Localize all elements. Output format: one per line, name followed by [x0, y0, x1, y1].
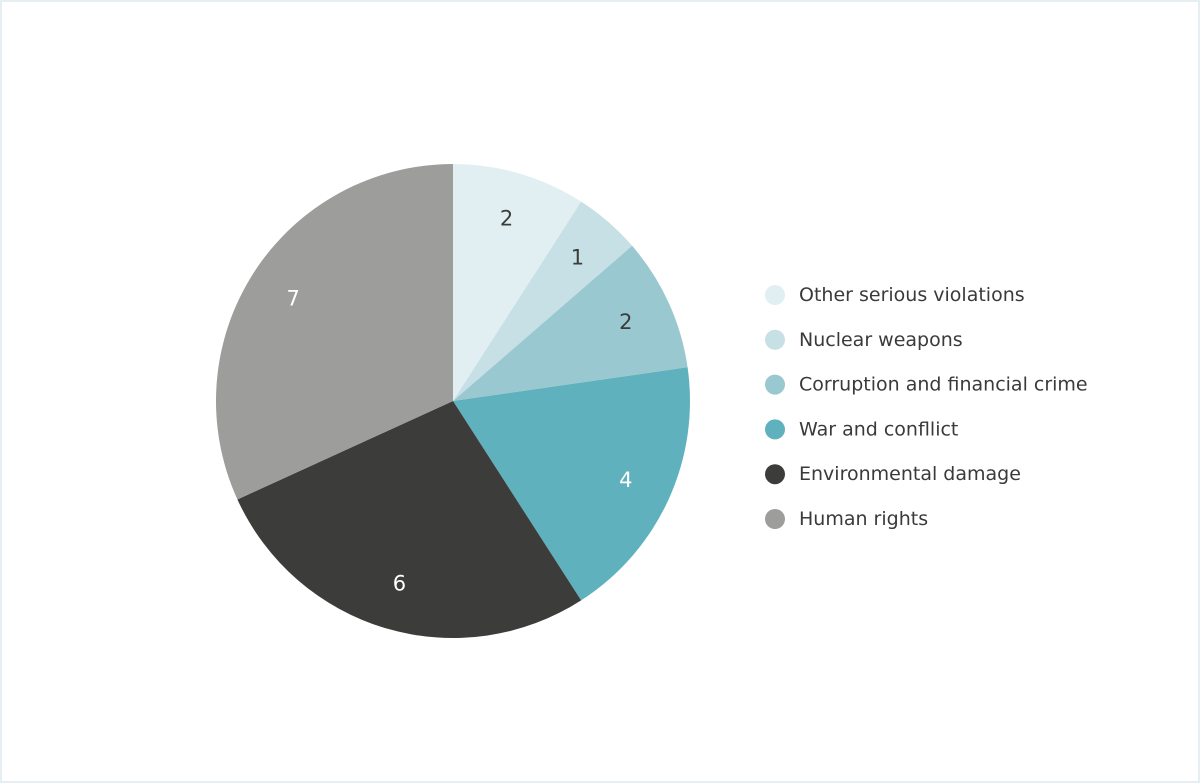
- slice-value-label-war-and-confllict: 4: [619, 468, 632, 492]
- legend-item-human-rights: Human rights: [765, 508, 928, 530]
- pie-slices: [216, 164, 691, 638]
- legend-swatch: [765, 329, 785, 350]
- legend-item-nuclear-weapons: Nuclear weapons: [765, 329, 963, 351]
- slice-value-label-corruption-and-financial-crime: 2: [619, 310, 632, 334]
- legend-label: Environmental damage: [799, 463, 1021, 485]
- legend: Other serious violations Nuclear weapons C…: [765, 284, 1088, 530]
- legend-label: Human rights: [799, 508, 928, 530]
- legend-label: Other serious violations: [799, 284, 1025, 306]
- legend-item-war-and-confllict: War and confllict: [765, 418, 958, 440]
- legend-item-corruption-and-financial-crime: Corruption and financial crime: [765, 374, 1088, 396]
- pie-slice-other-serious-violations: [453, 164, 582, 401]
- pie-slice-human-rights: [216, 164, 453, 500]
- slice-value-label-other-serious-violations: 2: [500, 207, 513, 231]
- pie-slice-environmental-damage: [237, 401, 582, 638]
- legend-swatch: [765, 509, 785, 529]
- pie-slice-labels: 2 1 2 4 6 7: [286, 207, 632, 596]
- legend-swatch: [765, 374, 785, 395]
- legend-swatch: [765, 464, 785, 485]
- pie-slice-corruption-and-financial-crime: [453, 245, 688, 401]
- legend-swatch: [765, 285, 785, 305]
- slice-value-label-environmental-damage: 6: [393, 571, 406, 595]
- legend-item-environmental-damage: Environmental damage: [765, 463, 1021, 485]
- legend-label: Corruption and financial crime: [799, 374, 1088, 396]
- legend-label: Nuclear weapons: [799, 329, 963, 351]
- legend-label: War and confllict: [799, 418, 958, 440]
- pie-slice-war-and-confllict: [453, 367, 691, 601]
- slice-value-label-nuclear-weapons: 1: [571, 245, 584, 269]
- legend-item-other-serious-violations: Other serious violations: [765, 284, 1025, 306]
- legend-swatch: [765, 419, 785, 440]
- pie-slice-nuclear-weapons: [453, 201, 633, 401]
- slice-value-label-human-rights: 7: [286, 286, 299, 310]
